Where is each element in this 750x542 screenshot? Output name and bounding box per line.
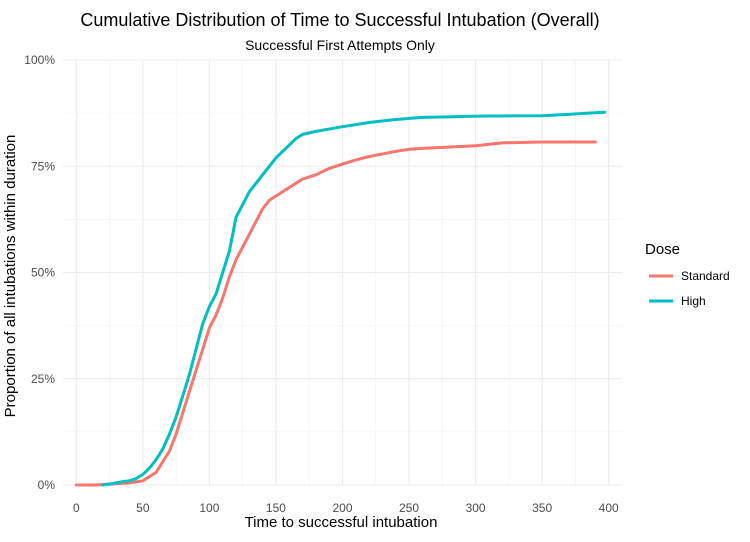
x-tick-label: 300 [466,501,486,515]
y-tick-label: 0% [38,478,56,492]
series-line-high [101,110,607,487]
plot-area [63,59,622,487]
legend-title: Dose [645,241,680,258]
chart-title: Cumulative Distribution of Time to Succe… [80,10,599,30]
x-tick-label: 350 [532,501,552,515]
legend-label-standard: Standard [681,269,730,283]
x-tick-label: 250 [399,501,419,515]
y-tick-label: 25% [31,372,55,386]
y-tick-label: 50% [31,266,55,280]
y-axis-label: Proportion of all intubations within dur… [2,135,19,418]
x-tick-label: 0 [73,501,80,515]
grid-major [63,59,622,486]
x-tick-label: 50 [136,501,150,515]
chart-subtitle: Successful First Attempts Only [245,37,435,53]
legend: Dose Standard High [645,241,730,308]
y-axis-ticks: 0% 25% 50% 75% 100% [24,53,55,492]
series-line-standard [74,140,597,487]
legend-label-high: High [681,294,706,308]
x-axis-label: Time to successful intubation [245,514,438,531]
x-axis-ticks: 0 50 100 150 200 250 300 350 400 [73,501,619,515]
x-tick-label: 150 [266,501,286,515]
x-tick-label: 200 [332,501,352,515]
y-tick-label: 100% [24,53,55,67]
x-tick-label: 100 [199,501,219,515]
series-lines [74,110,607,487]
y-tick-label: 75% [31,159,55,173]
x-tick-label: 400 [599,501,619,515]
